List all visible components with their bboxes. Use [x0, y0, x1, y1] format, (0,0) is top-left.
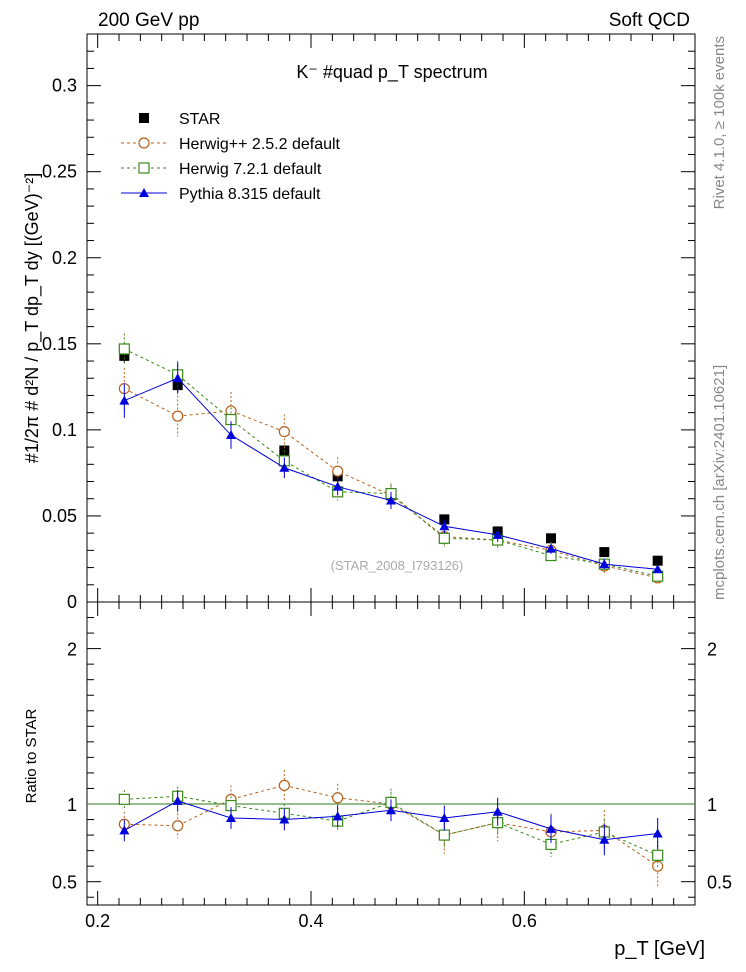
- ratio-y-tick-label-right: 2: [707, 640, 717, 660]
- spectrum-point: [279, 462, 290, 472]
- rivet-version-label: Rivet 4.1.0, ≥ 100k events: [711, 36, 728, 209]
- spectrum-point: [119, 350, 130, 361]
- ratio-panel-frame: [86, 601, 696, 906]
- ratio-point: [599, 834, 610, 844]
- legend-entry-herwig-7-2-1-default: Herwig 7.2.1 default: [121, 161, 322, 178]
- legend-marker: [139, 113, 149, 123]
- spectrum-point: [652, 555, 663, 566]
- spectrum-point: [278, 426, 290, 438]
- legend-label: Herwig 7.2.1 default: [179, 161, 322, 178]
- ratio-point: [438, 829, 450, 841]
- ratio-y-tick-label: 2: [67, 640, 77, 660]
- legend: STAR Herwig++ 2.5.2 default Herwig 7.2.1 d…: [121, 111, 341, 203]
- legend-marker: [138, 137, 150, 149]
- spectrum-point: [599, 547, 610, 558]
- x-axis-title: p_T [GeV]: [614, 938, 705, 960]
- legend-label: Herwig++ 2.5.2 default: [179, 136, 341, 153]
- header-right-label: Soft QCD: [609, 10, 690, 31]
- spectrum-point: [332, 465, 344, 477]
- ratio-y-ticks: 0.5 0.5 1 1 2 2: [52, 617, 732, 898]
- spectrum-point: [226, 430, 236, 440]
- spectrum-series: [118, 333, 664, 584]
- ratio-point: [439, 812, 450, 822]
- legend-marker: [138, 162, 150, 174]
- ratio-axis-title: Ratio to STAR: [23, 708, 40, 803]
- legend-label: STAR: [179, 111, 220, 128]
- spectrum-point: [386, 495, 396, 505]
- spectrum-x-ticks: [97, 34, 675, 602]
- mcplots-label: mcplots.cern.ch [arXiv:2401.10621]: [711, 365, 728, 600]
- ratio-point: [332, 811, 343, 821]
- ratio-y-tick-label: 1: [67, 795, 77, 815]
- ratio-point: [119, 825, 130, 835]
- ratio-y-tick-label-right: 0.5: [707, 873, 732, 893]
- ratio-point: [386, 805, 396, 815]
- ratio-point: [332, 792, 344, 804]
- x-tick-label: 0.2: [85, 911, 110, 931]
- legend-entry-star: STAR: [139, 111, 220, 128]
- y-tick-label: 0: [67, 592, 77, 612]
- y-tick-label: 0.2: [52, 248, 77, 268]
- ratio-point: [278, 779, 290, 791]
- spectrum-point: [172, 373, 183, 383]
- x-tick-label: 0.6: [512, 911, 537, 931]
- y-axis-title: #1/2π # d²N / p_T dp_T dy [(GeV)⁻²]: [22, 173, 43, 463]
- legend-marker: [139, 188, 149, 197]
- spectrum-point: [599, 559, 610, 569]
- spectrum-point: [439, 521, 450, 531]
- ratio-point: [546, 823, 556, 833]
- spectrum-point: [652, 564, 663, 574]
- ratio-point: [118, 793, 130, 805]
- spectrum-point: [332, 481, 343, 491]
- spectrum-point: [172, 410, 184, 422]
- spectrum-panel: 0 0.05 0.1 0.15 0.2 0.25 0.3 K⁻ #quad p_T spec…: [22, 33, 696, 612]
- analysis-watermark: (STAR_2008_I793126): [331, 558, 464, 573]
- ratio-point: [226, 812, 236, 822]
- legend-entry-herwig-2-5-2-default: Herwig++ 2.5.2 default: [121, 136, 341, 153]
- spectrum-y-ticks: 0 0.05 0.1 0.15 0.2 0.25 0.3: [42, 50, 695, 612]
- ratio-point: [652, 849, 664, 861]
- x-tick-label: 0.4: [298, 911, 323, 931]
- ratio-point: [172, 795, 183, 805]
- ratio-panel: 0.5 0.5 1 1 2 2 0.2 0.4 0.6 Ratio to STAR: [23, 601, 732, 931]
- spectrum-series-pythia-8-315-default: [119, 362, 663, 574]
- spectrum-point: [118, 343, 130, 355]
- ratio-series-pythia-8-315-default: [119, 790, 663, 856]
- ratio-point: [492, 806, 503, 816]
- ratio-x-ticks: 0.2 0.4 0.6: [85, 602, 675, 931]
- ratio-point: [652, 828, 663, 838]
- y-tick-label: 0.15: [42, 334, 77, 354]
- spectrum-point: [546, 543, 556, 553]
- ratio-point: [172, 820, 184, 832]
- spectrum-point: [546, 533, 556, 544]
- spectrum-point: [438, 532, 450, 544]
- y-tick-label: 0.3: [52, 76, 77, 96]
- y-tick-label: 0.25: [42, 162, 77, 182]
- ratio-y-tick-label-right: 1: [707, 795, 717, 815]
- ratio-point: [279, 814, 290, 824]
- header-left-label: 200 GeV pp: [98, 10, 199, 31]
- ratio-series: [118, 769, 664, 888]
- spectrum-point: [492, 529, 503, 539]
- plot-title: K⁻ #quad p_T spectrum: [296, 62, 487, 83]
- y-tick-label: 0.1: [52, 420, 77, 440]
- spectrum-point: [119, 395, 130, 405]
- y-tick-label: 0.05: [42, 506, 77, 526]
- ratio-y-tick-label: 0.5: [52, 873, 77, 893]
- legend-label: Pythia 8.315 default: [179, 186, 321, 203]
- legend-entry-pythia-8-315-default: Pythia 8.315 default: [121, 186, 321, 203]
